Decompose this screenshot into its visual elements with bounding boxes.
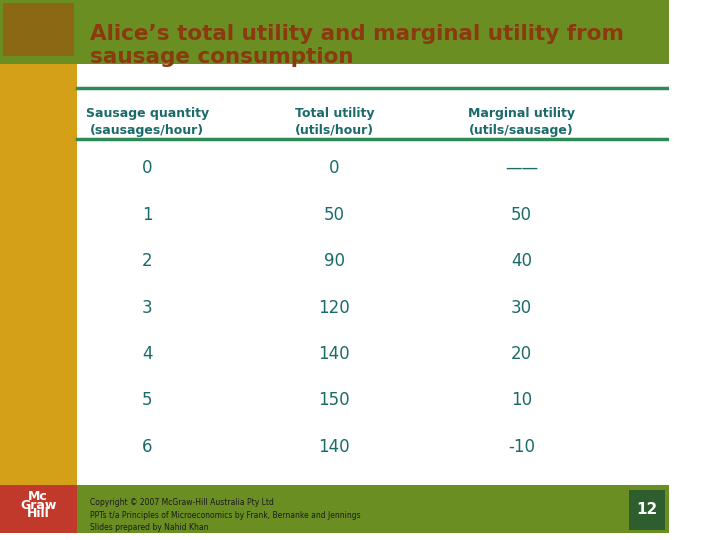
- Text: Sausage quantity
(sausages/hour): Sausage quantity (sausages/hour): [86, 106, 209, 137]
- Text: Alice’s total utility and marginal utility from: Alice’s total utility and marginal utili…: [90, 24, 624, 44]
- Text: 30: 30: [511, 299, 532, 316]
- FancyBboxPatch shape: [4, 3, 73, 56]
- Text: 20: 20: [511, 345, 532, 363]
- Text: -10: -10: [508, 438, 535, 456]
- Text: Copyright © 2007 McGraw-Hill Australia Pty Ltd
PPTs t/a Principles of Microecono: Copyright © 2007 McGraw-Hill Australia P…: [90, 498, 361, 532]
- Text: Hill: Hill: [27, 508, 50, 521]
- Text: 150: 150: [318, 392, 350, 409]
- Text: 50: 50: [511, 206, 532, 224]
- Text: 40: 40: [511, 252, 532, 270]
- FancyBboxPatch shape: [0, 485, 77, 533]
- Text: ——: ——: [505, 159, 538, 177]
- Text: 12: 12: [636, 502, 658, 517]
- Text: 10: 10: [511, 392, 532, 409]
- Text: 120: 120: [318, 299, 350, 316]
- Text: 1: 1: [142, 206, 153, 224]
- Text: 140: 140: [318, 345, 350, 363]
- FancyBboxPatch shape: [0, 0, 77, 485]
- Text: 140: 140: [318, 438, 350, 456]
- Text: 90: 90: [324, 252, 345, 270]
- Text: 4: 4: [142, 345, 153, 363]
- FancyBboxPatch shape: [629, 490, 665, 530]
- Text: Mc: Mc: [28, 490, 48, 503]
- FancyBboxPatch shape: [0, 0, 669, 64]
- Text: 2: 2: [142, 252, 153, 270]
- Text: Total utility
(utils/hour): Total utility (utils/hour): [294, 106, 374, 137]
- Text: 50: 50: [324, 206, 345, 224]
- Text: 0: 0: [329, 159, 340, 177]
- Text: Graw: Graw: [20, 499, 56, 512]
- Text: 0: 0: [142, 159, 153, 177]
- Text: sausage consumption: sausage consumption: [90, 47, 354, 67]
- Text: 5: 5: [142, 392, 153, 409]
- FancyBboxPatch shape: [77, 485, 669, 533]
- Text: 6: 6: [142, 438, 153, 456]
- Text: Marginal utility
(utils/sausage): Marginal utility (utils/sausage): [468, 106, 575, 137]
- Text: 3: 3: [142, 299, 153, 316]
